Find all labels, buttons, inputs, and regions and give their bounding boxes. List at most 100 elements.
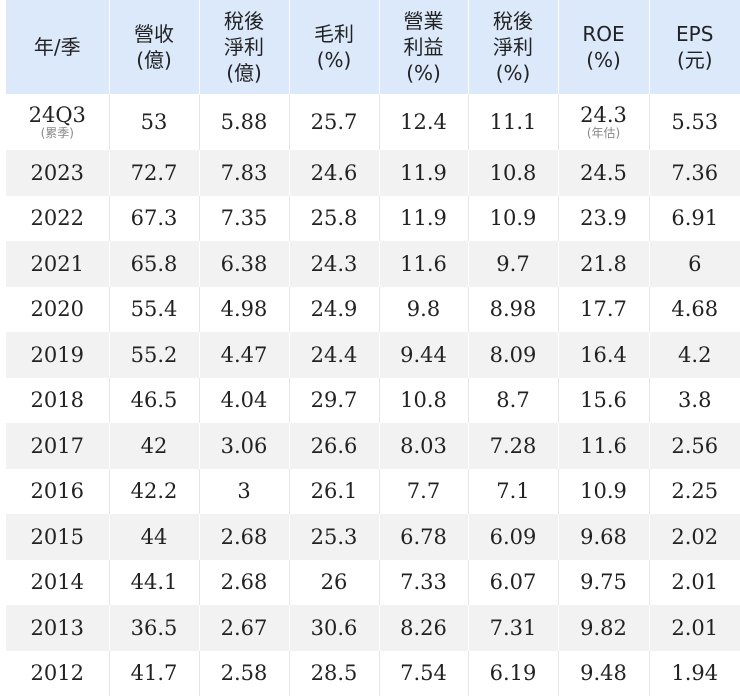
cell-net-margin: 7.31 <box>468 605 558 651</box>
period-note: (累季) <box>41 126 74 140</box>
header-net-margin: 稅後淨利(%) <box>468 0 558 94</box>
cell-gross-margin: 30.6 <box>289 605 379 651</box>
cell-net-margin: 8.7 <box>468 378 558 424</box>
cell-eps: 2.56 <box>649 423 740 469</box>
cell-net-income: 3.06 <box>199 423 289 469</box>
cell-operating-margin: 9.44 <box>379 332 468 378</box>
header-line: (%) <box>290 47 379 73</box>
header-line: 利益 <box>380 34 468 60</box>
cell-operating-margin: 7.7 <box>379 469 468 515</box>
cell-net-margin: 11.1 <box>468 94 558 150</box>
cell-roe: 24.3 (年估) <box>558 94 649 150</box>
header-line: ROE <box>559 21 649 47</box>
header-line: EPS <box>650 21 740 47</box>
cell-period: 2019 <box>6 332 109 378</box>
header-roe: ROE(%) <box>558 0 649 94</box>
cell-net-income: 4.98 <box>199 287 289 333</box>
cell-gross-margin: 24.3 <box>289 241 379 287</box>
cell-period: 2017 <box>6 423 109 469</box>
cell-revenue: 55.2 <box>109 332 199 378</box>
cell-net-margin: 10.9 <box>468 196 558 242</box>
cell-gross-margin: 26.6 <box>289 423 379 469</box>
header-line: (億) <box>110 47 199 73</box>
table-row-latest: 24Q3 (累季) 53 5.88 25.7 12.4 11.1 24.3 (年… <box>6 94 740 150</box>
cell-net-margin: 6.19 <box>468 651 558 696</box>
cell-net-income: 6.38 <box>199 241 289 287</box>
cell-roe: 10.9 <box>558 469 649 515</box>
cell-operating-margin: 7.54 <box>379 651 468 696</box>
cell-net-income: 2.67 <box>199 605 289 651</box>
cell-roe: 15.6 <box>558 378 649 424</box>
cell-eps: 2.02 <box>649 514 740 560</box>
header-line: 稅後 <box>200 8 289 34</box>
cell-net-margin: 8.98 <box>468 287 558 333</box>
cell-net-income: 7.35 <box>199 196 289 242</box>
cell-roe: 23.9 <box>558 196 649 242</box>
cell-roe: 17.7 <box>558 287 649 333</box>
cell-eps: 2.01 <box>649 560 740 606</box>
cell-eps: 7.36 <box>649 150 740 196</box>
cell-net-margin: 6.09 <box>468 514 558 560</box>
cell-net-income: 2.68 <box>199 514 289 560</box>
header-net-income: 稅後淨利(億) <box>199 0 289 94</box>
cell-eps: 3.8 <box>649 378 740 424</box>
cell-period: 2020 <box>6 287 109 333</box>
cell-gross-margin: 26.1 <box>289 469 379 515</box>
cell-net-margin: 10.8 <box>468 150 558 196</box>
header-line: (%) <box>469 60 558 86</box>
cell-eps: 2.01 <box>649 605 740 651</box>
cell-eps: 1.94 <box>649 651 740 696</box>
cell-operating-margin: 11.6 <box>379 241 468 287</box>
cell-operating-margin: 7.33 <box>379 560 468 606</box>
cell-period: 2015 <box>6 514 109 560</box>
header-line: 營收 <box>110 21 199 47</box>
header-revenue: 營收(億) <box>109 0 199 94</box>
cell-period: 2014 <box>6 560 109 606</box>
cell-roe: 24.5 <box>558 150 649 196</box>
cell-net-income: 5.88 <box>199 94 289 150</box>
cell-gross-margin: 24.9 <box>289 287 379 333</box>
cell-roe: 9.68 <box>558 514 649 560</box>
header-line: 營業 <box>380 8 468 34</box>
cell-period: 2018 <box>6 378 109 424</box>
cell-period: 2013 <box>6 605 109 651</box>
cell-roe: 9.48 <box>558 651 649 696</box>
cell-net-margin: 7.28 <box>468 423 558 469</box>
financial-summary-table: 年/季營收(億)稅後淨利(億)毛利(%)營業利益(%)稅後淨利(%)ROE(%)… <box>6 0 740 696</box>
header-line: 毛利 <box>290 21 379 47</box>
cell-roe: 9.82 <box>558 605 649 651</box>
cell-eps: 4.68 <box>649 287 740 333</box>
cell-net-margin: 9.7 <box>468 241 558 287</box>
cell-net-margin: 7.1 <box>468 469 558 515</box>
cell-gross-margin: 25.7 <box>289 94 379 150</box>
header-line: (億) <box>200 60 289 86</box>
cell-roe: 16.4 <box>558 332 649 378</box>
cell-operating-margin: 8.03 <box>379 423 468 469</box>
cell-revenue: 65.8 <box>109 241 199 287</box>
header-line: (%) <box>380 60 468 86</box>
cell-gross-margin: 25.8 <box>289 196 379 242</box>
table-body: 24Q3 (累季) 53 5.88 25.7 12.4 11.1 24.3 (年… <box>6 94 740 696</box>
cell-eps: 6.91 <box>649 196 740 242</box>
cell-net-income: 4.47 <box>199 332 289 378</box>
cell-revenue: 72.7 <box>109 150 199 196</box>
cell-roe: 11.6 <box>558 423 649 469</box>
header-line: 稅後 <box>469 8 558 34</box>
table-header: 年/季營收(億)稅後淨利(億)毛利(%)營業利益(%)稅後淨利(%)ROE(%)… <box>6 0 740 94</box>
cell-roe: 9.75 <box>558 560 649 606</box>
cell-period: 2016 <box>6 469 109 515</box>
cell-operating-margin: 10.8 <box>379 378 468 424</box>
cell-revenue: 67.3 <box>109 196 199 242</box>
roe-note: (年估) <box>587 126 620 140</box>
